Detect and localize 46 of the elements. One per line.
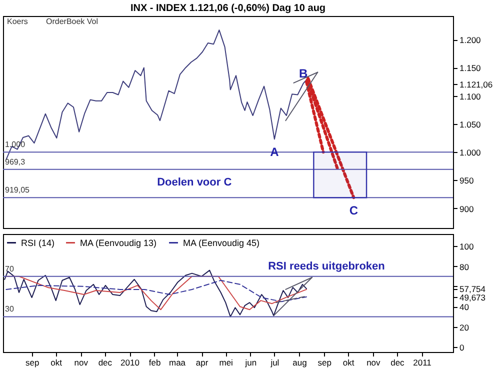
y-tick-label: 950 xyxy=(460,176,474,186)
annotation: Koers xyxy=(7,17,28,26)
annotation: Doelen voor C xyxy=(157,176,232,188)
y-tick-label: 57,754 xyxy=(460,284,486,294)
x-tick-label: aug xyxy=(292,358,308,368)
chart-title: INX - INDEX 1.121,06 (-0,60%) Dag 10 aug xyxy=(130,3,326,14)
ref-line-label: 30 xyxy=(5,304,14,314)
y-tick-label: 1.000 xyxy=(460,148,482,158)
ref-line-label: 919,05 xyxy=(5,186,30,195)
y-tick-label: 1.200 xyxy=(460,35,482,46)
x-tick-label: 2010 xyxy=(120,358,140,368)
y-tick-label: 49,673 xyxy=(460,292,486,302)
x-tick-label: okt xyxy=(50,358,63,368)
legend-label: RSI (14) xyxy=(21,238,55,248)
x-tick-label: sep xyxy=(25,358,40,368)
ref-line-label: 969,3 xyxy=(5,157,26,166)
annotation: RSI reeds uitgebroken xyxy=(268,260,386,272)
x-tick-label: dec xyxy=(390,358,406,368)
y-tick-label: 100 xyxy=(460,242,474,252)
y-tick-label: 80 xyxy=(460,262,470,272)
x-tick-label: feb xyxy=(148,358,162,368)
y-tick-label: 900 xyxy=(460,204,474,214)
x-tick-label: nov xyxy=(366,358,382,368)
legend-label: MA (Eenvoudig 13) xyxy=(80,238,157,248)
x-tick-label: apr xyxy=(196,358,208,368)
x-tick-label: okt xyxy=(342,358,355,368)
x-tick-label: maa xyxy=(168,358,186,368)
legend-label: MA (Eenvoudig 45) xyxy=(183,238,260,248)
x-tick-label: dec xyxy=(98,358,113,368)
y-tick-label: 40 xyxy=(460,302,470,312)
x-tick-label: jul xyxy=(270,358,280,368)
y-tick-label: 0 xyxy=(460,342,464,352)
y-tick-label: 1.050 xyxy=(460,119,482,130)
x-tick-label: nov xyxy=(74,358,89,368)
x-tick-label: mei xyxy=(219,358,234,368)
y-tick-label: 1.100 xyxy=(460,91,482,102)
x-tick-label: jun xyxy=(244,358,257,368)
y-tick-label: 20 xyxy=(460,322,470,332)
annotation: OrderBoek Vol xyxy=(46,17,98,26)
x-tick-label: 2011 xyxy=(413,358,432,368)
x-tick-label: sep xyxy=(318,358,332,368)
annotation: B xyxy=(298,66,308,80)
y-tick-label: 1.121,06 xyxy=(460,80,493,90)
y-tick-label: 1.150 xyxy=(460,63,482,74)
annotation: C xyxy=(349,204,358,218)
ref-line-label: 70 xyxy=(5,264,14,274)
